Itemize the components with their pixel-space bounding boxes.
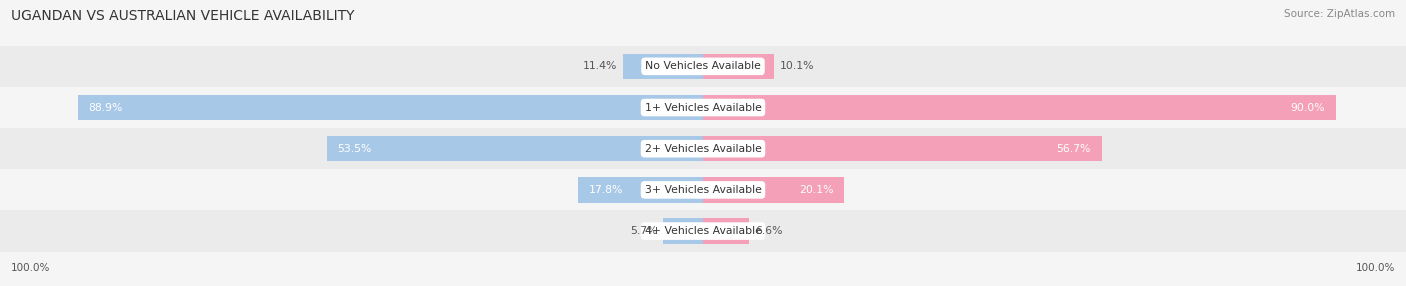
Text: 11.4%: 11.4% — [583, 61, 617, 71]
Text: 100.0%: 100.0% — [11, 263, 51, 273]
Text: 3+ Vehicles Available: 3+ Vehicles Available — [644, 185, 762, 195]
Bar — [578, 177, 703, 203]
Text: 56.7%: 56.7% — [1057, 144, 1091, 154]
Bar — [703, 95, 1336, 120]
Bar — [77, 95, 703, 120]
Text: 100.0%: 100.0% — [1355, 263, 1395, 273]
Bar — [0, 169, 1406, 210]
Text: 88.9%: 88.9% — [89, 103, 122, 112]
Text: UGANDAN VS AUSTRALIAN VEHICLE AVAILABILITY: UGANDAN VS AUSTRALIAN VEHICLE AVAILABILI… — [11, 9, 354, 23]
Text: 20.1%: 20.1% — [799, 185, 834, 195]
Bar — [703, 177, 844, 203]
Text: 1+ Vehicles Available: 1+ Vehicles Available — [644, 103, 762, 112]
Bar — [703, 53, 775, 79]
Text: 53.5%: 53.5% — [337, 144, 371, 154]
Text: No Vehicles Available: No Vehicles Available — [645, 61, 761, 71]
Text: 4+ Vehicles Available: 4+ Vehicles Available — [644, 226, 762, 236]
Text: 2+ Vehicles Available: 2+ Vehicles Available — [644, 144, 762, 154]
Bar — [326, 136, 703, 162]
Bar — [703, 136, 1102, 162]
Bar — [0, 87, 1406, 128]
Text: 6.6%: 6.6% — [755, 226, 783, 236]
Bar — [703, 218, 749, 244]
Text: 17.8%: 17.8% — [588, 185, 623, 195]
Text: 5.7%: 5.7% — [630, 226, 657, 236]
Bar — [623, 53, 703, 79]
Bar — [664, 218, 703, 244]
Bar — [0, 46, 1406, 87]
Text: 90.0%: 90.0% — [1291, 103, 1324, 112]
Bar — [0, 128, 1406, 169]
Text: Source: ZipAtlas.com: Source: ZipAtlas.com — [1284, 9, 1395, 19]
Bar — [0, 210, 1406, 252]
Text: 10.1%: 10.1% — [779, 61, 814, 71]
